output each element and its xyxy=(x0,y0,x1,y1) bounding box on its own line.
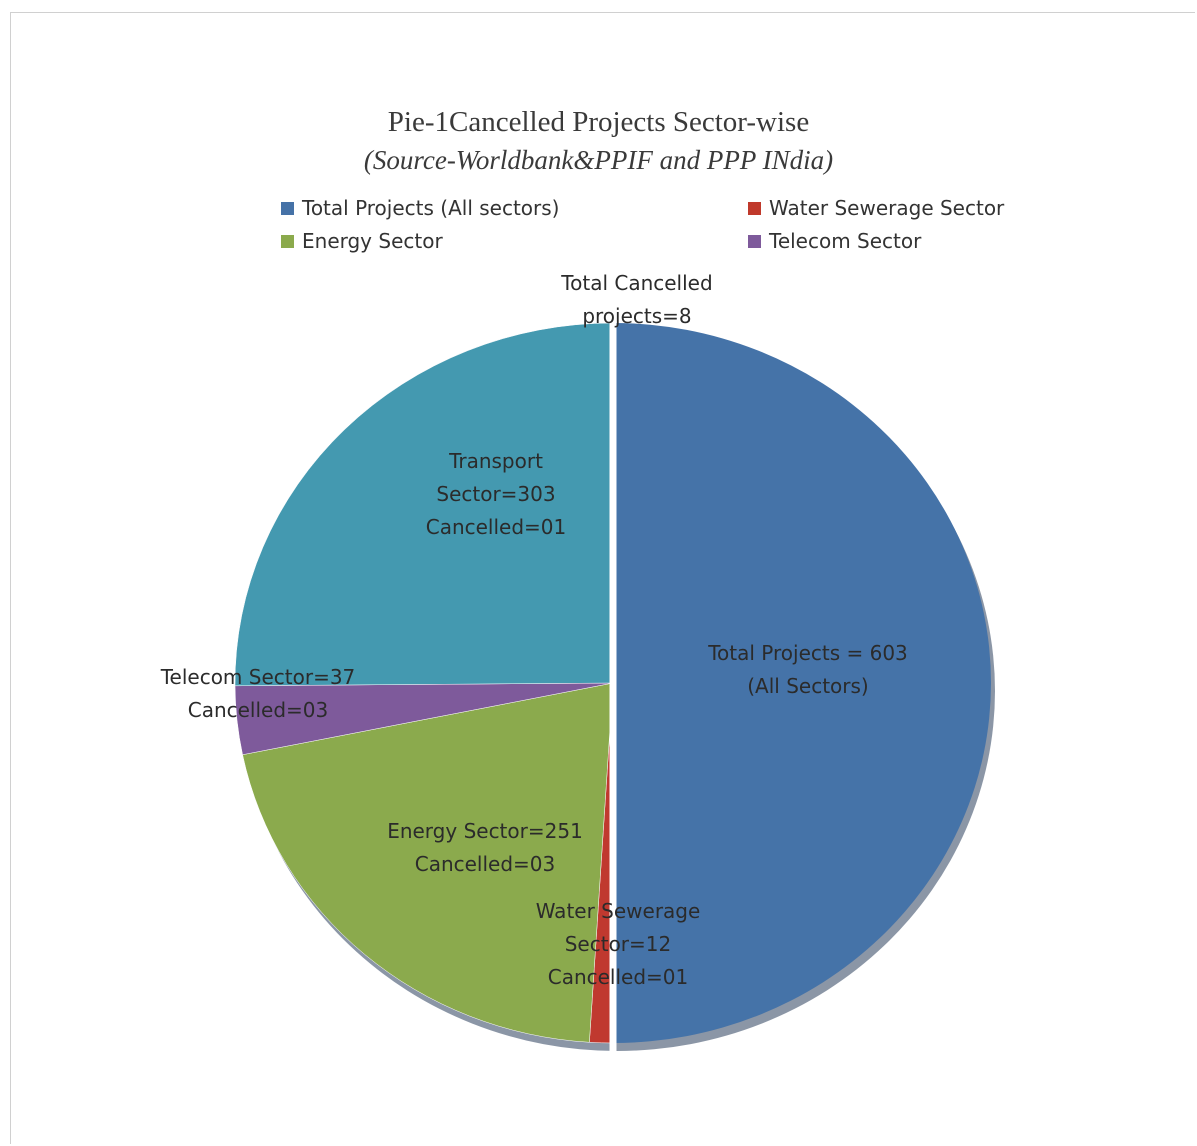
chart-title: Pie-1Cancelled Projects Sector-wise xyxy=(387,106,810,138)
pie-slice-transport xyxy=(234,322,614,687)
chart-subtitle: (Source-Worldbank&PPIF and PPP INdia) xyxy=(363,145,834,175)
annotation-total-cancelled: Total Cancelled projects=8 xyxy=(560,271,712,328)
legend-entry-telecom: Telecom Sector xyxy=(748,229,921,253)
slice-label-telecom: Telecom Sector=37 Cancelled=03 xyxy=(160,665,356,722)
slice-label-total-projects: Total Projects = 603 (All Sectors) xyxy=(707,641,908,698)
legend-label: Energy Sector xyxy=(302,229,443,253)
legend-label: Water Sewerage Sector xyxy=(769,196,1005,220)
legend-entry-water-sewerage: Water Sewerage Sector xyxy=(748,196,1004,220)
legend-swatch xyxy=(281,201,294,215)
legend-swatch xyxy=(748,201,761,215)
legend-entry-total-projects: Total Projects (All sectors) xyxy=(281,196,559,220)
slice-label-transport: Transport Sector=303 Cancelled=01 xyxy=(426,449,567,539)
slice-label-water-sewerage: Water Sewerage Sector=12 Cancelled=01 xyxy=(536,899,701,989)
legend-swatch xyxy=(281,234,294,248)
pie-slice-energy xyxy=(242,682,614,1043)
legend-label: Telecom Sector xyxy=(769,229,922,253)
legend-swatch xyxy=(748,234,761,248)
slice-label-energy: Energy Sector=251 Cancelled=03 xyxy=(387,819,583,876)
legend-label: Total Projects (All sectors) xyxy=(302,196,560,220)
pie-slice-total-projects xyxy=(613,323,991,1043)
legend-entry-energy: Energy Sector xyxy=(281,229,443,253)
